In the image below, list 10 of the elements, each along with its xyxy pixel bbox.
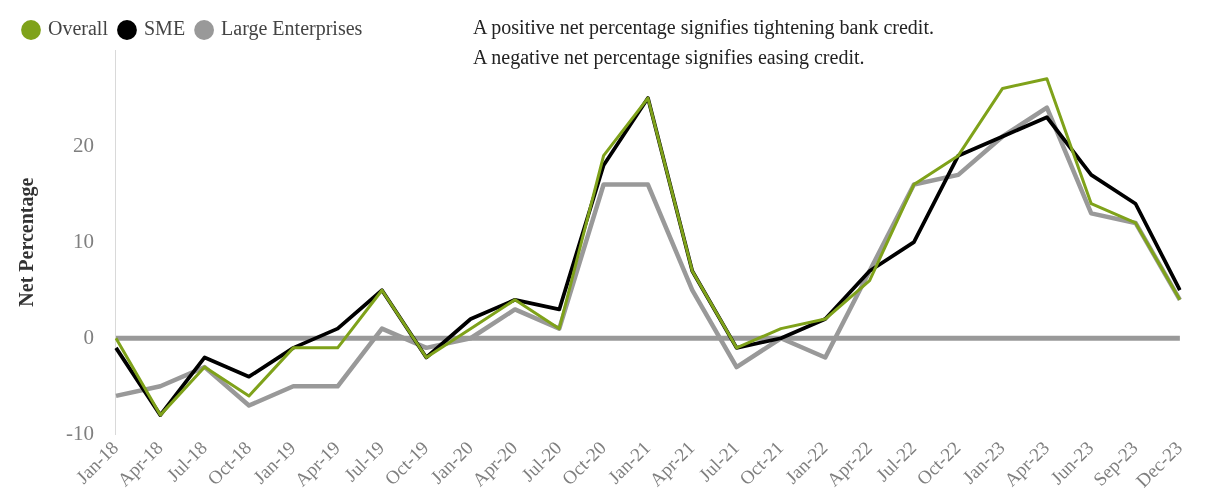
legend-label: Large Enterprises	[221, 17, 363, 41]
legend-label: SME	[143, 17, 186, 40]
text: A positive net percentage signifies tightening bank credit.	[473, 15, 934, 41]
y-tick-label: 20	[72, 132, 94, 157]
y-axis-title: Net Percentage	[15, 177, 39, 307]
y-tick-label: 0	[83, 324, 94, 349]
y-tick-label: 10	[72, 228, 94, 253]
y-tick-label: -10	[65, 420, 94, 445]
legend-label: Overall	[48, 17, 109, 40]
annotation: A negative net percentage signifies easing credit.	[473, 45, 866, 71]
